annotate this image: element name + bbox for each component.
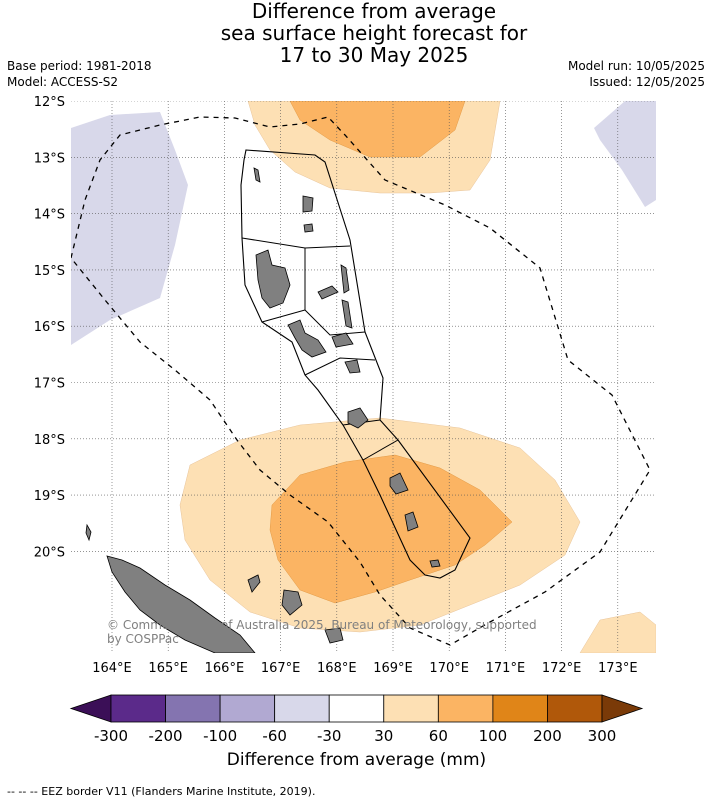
colorbar-tick-label: -100 [203,727,237,745]
anomaly-neg-west [71,112,188,345]
anomaly-neg-east [594,101,656,207]
lon-label: 172°E [542,661,582,676]
model-run: Model run: 10/05/2025 [567,59,705,73]
colorbar-bin [274,694,330,723]
colorbar-tick-label: -30 [317,727,342,745]
copyright-line-1: © Commonwealth of Australia 2025, Bureau… [107,618,537,632]
island-belep [85,523,92,542]
lon-label: 165°E [148,661,188,676]
island-ambrym [331,332,354,348]
lat-label: 14°S [34,208,65,223]
colorbar-bin [492,694,548,723]
lat-label: 13°S [34,151,65,166]
colorbar-tick-label: -200 [149,727,183,745]
island-aneityum [429,559,441,568]
lat-label: 15°S [34,264,65,279]
anomaly-pos-south-mid [269,454,513,604]
latitude-labels: 12°S 13°S 14°S 15°S 16°S 17°S 18°S 19°S 20°S [34,95,65,560]
colorbar-bin [219,694,276,723]
island-tanna [404,511,419,532]
island-ambae [317,285,339,300]
copyright-line-2: by COSPPac [107,632,179,646]
lon-label: 170°E [429,661,469,676]
colorbar-extend-high [601,694,644,723]
title-line-3: 17 to 30 May 2025 [279,43,469,67]
colorbar-bin [328,694,385,723]
island-loyalty-mare [324,627,344,644]
base-period: Base period: 1981-2018 [7,59,152,73]
island-new-caledonia [106,555,256,653]
lat-label: 17°S [34,377,65,392]
eez-border [71,116,651,646]
colorbar: -300 -200 -100 -60 -30 30 60 100 200 300 [69,694,644,745]
meta-right: Model run: 10/05/2025 Issued: 12/05/2025 [568,58,705,90]
map-title: Difference from average sea surface heig… [0,0,713,66]
colorbar-bin [437,694,494,723]
colorbar-bin [547,694,603,723]
island-epi [344,359,361,374]
lat-label: 12°S [34,95,65,110]
lon-label: 166°E [205,661,245,676]
lat-label: 19°S [34,489,65,504]
island-banks-2 [303,223,314,233]
colorbar-tick-label: 60 [429,727,448,745]
colorbar-extend-low [69,694,112,723]
colorbar-tick-label: 200 [533,727,562,745]
island-banks-1 [302,195,314,213]
colorbar-tick-label: -60 [262,727,287,745]
island-torres [253,167,261,183]
lat-label: 18°S [34,433,65,448]
island-erromango [389,472,409,495]
lon-label: 167°E [261,661,301,676]
lat-label: 20°S [34,545,65,560]
map-plot: © Commonwealth of Australia 2025, Bureau… [71,101,656,653]
province-lines [241,237,399,461]
colorbar-tick-label: 30 [374,727,393,745]
lon-label: 169°E [373,661,413,676]
title-line-1: Difference from average [251,0,497,23]
island-espiritu-santo [255,249,291,309]
longitude-labels: 164°E 165°E 166°E 167°E 168°E 169°E 170°E 171°E… [92,661,637,676]
lon-label: 171°E [486,661,526,676]
island-loyalty-ouvea [247,574,261,593]
islands [85,167,441,653]
colorbar-tick-label: -300 [94,727,128,745]
lat-label: 16°S [34,320,65,335]
colorbar-tick-label: 300 [588,727,617,745]
colorbar-bin [110,694,166,723]
island-pentecost [341,299,353,329]
colorbar-bin [165,694,221,723]
island-malekula [287,319,327,358]
island-maewo [340,264,350,294]
island-efate [347,407,369,429]
model-name: Model: ACCESS-S2 [7,75,119,89]
lon-label: 168°E [317,661,357,676]
lon-label: 164°E [92,661,132,676]
eez-footnote: -- -- -- EEZ border V11 (Flanders Marine… [7,785,316,798]
colorbar-tick-label: 100 [479,727,508,745]
issued-date: Issued: 12/05/2025 [589,75,705,89]
lon-label: 173°E [598,661,638,676]
island-loyalty-lifou [281,589,303,616]
colorbar-title: Difference from average (mm) [226,750,487,770]
title-line-2: sea surface height forecast for [220,21,528,45]
colorbar-bin [383,694,439,723]
meta-left: Base period: 1981-2018 Model: ACCESS-S2 [7,58,152,90]
